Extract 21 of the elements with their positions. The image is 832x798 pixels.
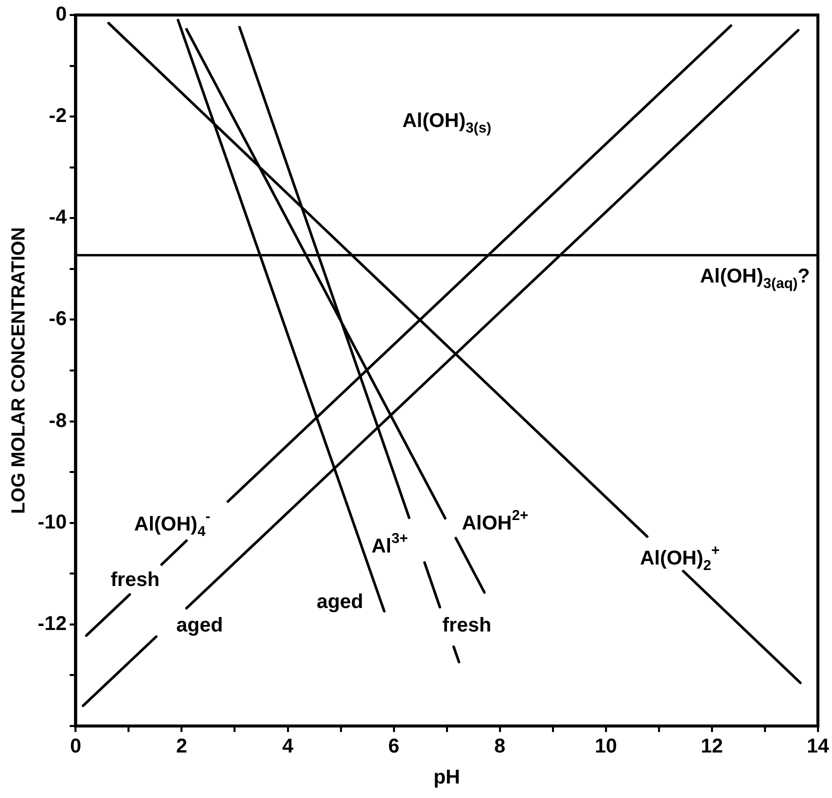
y-tick-label: 0 — [56, 4, 67, 26]
y-tick-label: -12 — [38, 612, 67, 635]
x-axis-title: pH — [433, 766, 460, 789]
y-tick-label: -10 — [38, 511, 67, 534]
annotation: fresh — [442, 614, 492, 636]
x-tick-label: 0 — [70, 736, 82, 758]
annotation: aged — [176, 614, 223, 636]
y-tick-label: -6 — [48, 308, 67, 330]
annotation: fresh — [110, 568, 160, 591]
y-tick-label: -8 — [48, 410, 67, 432]
y-tick-label: -2 — [48, 105, 67, 128]
x-tick-label: 4 — [282, 736, 294, 758]
x-tick-label: 12 — [700, 736, 723, 758]
y-tick-label: -4 — [48, 206, 68, 229]
annotation: aged — [316, 590, 364, 613]
x-tick-label: 2 — [176, 736, 188, 758]
x-tick-label: 10 — [594, 736, 617, 758]
y-axis-title: LOG MOLAR CONCENTRATION — [8, 227, 30, 514]
x-tick-label: 14 — [806, 736, 830, 758]
x-tick-label: 8 — [494, 736, 506, 758]
x-tick-label: 6 — [388, 736, 400, 758]
